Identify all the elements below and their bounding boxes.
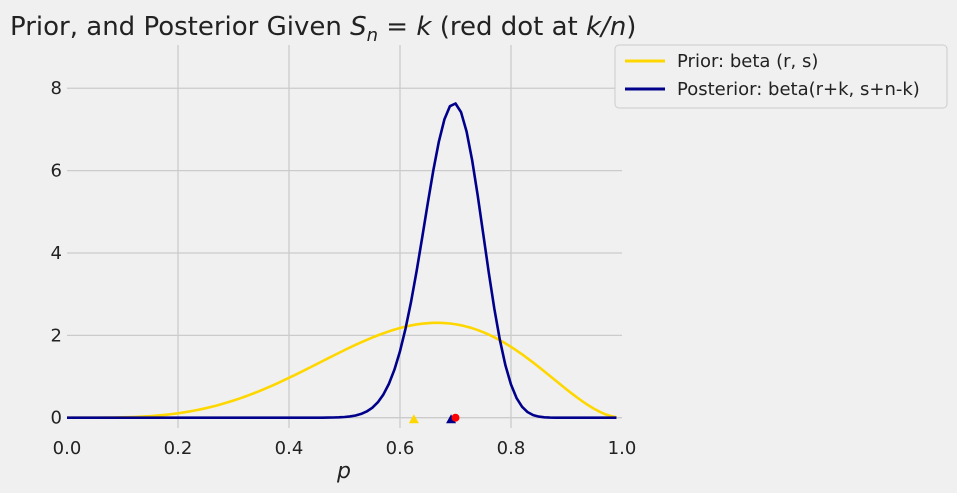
- y-tick-label: 0: [51, 408, 62, 429]
- grid-lines: [67, 45, 622, 428]
- prior-curve: [67, 321, 617, 420]
- posterior-curve: [67, 102, 617, 420]
- x-tick-label: 0.8: [497, 438, 526, 459]
- x-tick-label: 1.0: [608, 438, 637, 459]
- x-axis-label: p: [336, 459, 351, 484]
- y-tick-label: 6: [51, 161, 62, 182]
- prior-mean-triangle: [408, 414, 419, 424]
- tick-labels: 0.0 0.2 0.4 0.6 0.8 1.0 0 2 4 6 8: [51, 78, 637, 459]
- y-tick-label: 2: [51, 325, 62, 346]
- legend-prior-label: Prior: beta (r, s): [677, 51, 818, 72]
- series-lines: [67, 102, 617, 420]
- x-tick-label: 0.0: [53, 438, 82, 459]
- y-tick-label: 8: [51, 78, 62, 99]
- legend: Prior: beta (r, s) Posterior: beta(r+k, …: [614, 44, 948, 109]
- x-tick-label: 0.2: [164, 438, 193, 459]
- y-tick-label: 4: [51, 243, 62, 264]
- legend-box: [614, 44, 948, 109]
- chart-title: Prior, and Posterior Given Sn = k (red d…: [10, 12, 636, 46]
- legend-posterior-label: Posterior: beta(r+k, s+n-k): [677, 79, 920, 100]
- x-tick-label: 0.4: [275, 438, 304, 459]
- markers: [408, 413, 460, 424]
- x-tick-label: 0.6: [386, 438, 415, 459]
- red-dot-k-over-n: [451, 413, 460, 422]
